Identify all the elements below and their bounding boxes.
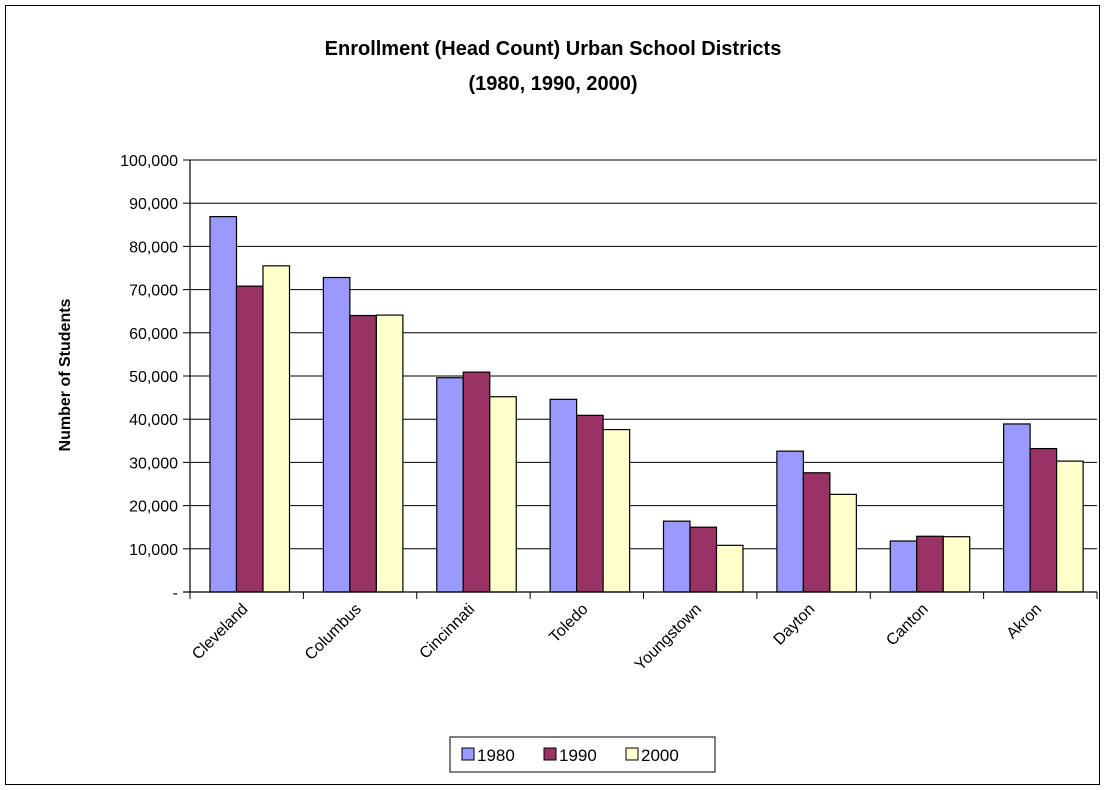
bar-youngstown-2000: [715, 544, 744, 593]
y-tick-label: 40,000: [129, 412, 178, 429]
chart-title-line2: (1980, 1990, 2000): [468, 73, 637, 95]
legend-label-1990: 1990: [559, 746, 597, 765]
bar-toledo-1990: [576, 414, 604, 593]
bar-youngstown-1980: [662, 520, 691, 593]
x-tick-label: Toledo: [546, 601, 591, 646]
bar-columbus-2000: [375, 314, 404, 593]
chart-frame: [5, 5, 1100, 785]
bars: [209, 215, 1084, 593]
y-tick-label: 100,000: [120, 153, 178, 170]
bar-dayton-1990: [802, 472, 831, 593]
bar-toledo-2000: [602, 428, 631, 593]
x-tick-label: Cincinnati: [417, 601, 479, 663]
y-tick-label: -: [173, 585, 178, 602]
bar-toledo-1980: [549, 398, 578, 593]
y-tick-label: 70,000: [129, 283, 178, 300]
y-tick-label: 20,000: [129, 499, 178, 516]
bar-canton-2000: [942, 536, 971, 593]
legend-swatch-1980: [461, 747, 475, 761]
y-tick-labels: - 10,000 20,000 30,000 40,000 50,000 60,000 70,…: [120, 153, 190, 602]
legend-label-2000: 2000: [641, 746, 679, 765]
legend-swatch-2000: [625, 747, 639, 761]
bar-cleveland-1980: [209, 215, 238, 593]
bar-columbus-1980: [322, 276, 351, 593]
y-tick-label: 80,000: [129, 239, 178, 256]
bar-columbus-1990: [349, 314, 377, 593]
bar-akron-1980: [1003, 423, 1031, 593]
legend-label-1980: 1980: [477, 746, 515, 765]
bar-dayton-1980: [776, 450, 804, 593]
bar-youngstown-1990: [689, 526, 718, 593]
x-tick-label: Youngstown: [632, 601, 705, 674]
x-tick-label: Columbus: [302, 601, 365, 664]
chart-title-line1: Enrollment (Head Count) Urban School Dis…: [325, 38, 782, 60]
legend: 1980 1990 2000: [449, 736, 716, 773]
bar-cleveland-1990: [235, 285, 264, 593]
bar-canton-1980: [889, 540, 918, 593]
legend-box: [449, 736, 716, 773]
y-tick-label: 60,000: [129, 326, 178, 343]
y-tick-label: 90,000: [129, 196, 178, 213]
x-tick-labels: Cleveland Columbus Cincinnati Toledo Youngst…: [189, 601, 1045, 674]
bar-canton-1990: [916, 535, 944, 593]
legend-swatch-1990: [543, 747, 557, 761]
x-tick-label: Akron: [1004, 601, 1046, 643]
y-tick-label: 30,000: [129, 455, 178, 472]
x-tick-label: Dayton: [771, 601, 819, 649]
y-tick-label: 50,000: [129, 369, 178, 386]
bar-cincinnati-1980: [436, 377, 464, 593]
y-tick-label: 10,000: [129, 542, 178, 559]
y-axis-title: Number of Students: [57, 298, 74, 451]
bar-cincinnati-2000: [489, 396, 517, 593]
x-tick-label: Canton: [883, 601, 932, 650]
bar-akron-2000: [1056, 460, 1084, 593]
x-tick-label: Cleveland: [189, 601, 251, 663]
axes: [183, 160, 1098, 599]
bar-cincinnati-1990: [462, 371, 491, 593]
bar-akron-1990: [1029, 447, 1058, 593]
bar-dayton-2000: [829, 493, 857, 593]
bar-cleveland-2000: [262, 265, 291, 593]
